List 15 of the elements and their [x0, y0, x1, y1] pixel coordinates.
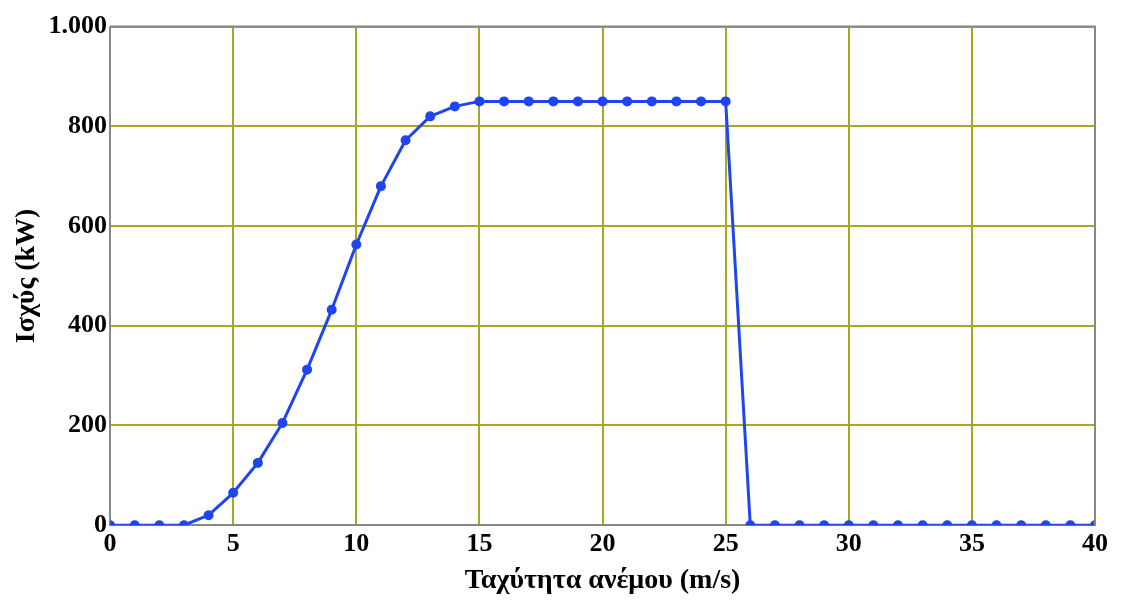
x-tick-label: 10: [343, 527, 370, 557]
x-tick-label: 35: [958, 527, 985, 557]
x-tick-label: 40: [1082, 527, 1108, 557]
x-tick-label: 15: [466, 527, 493, 557]
x-tick-label: 5: [226, 527, 240, 557]
y-tick-label: 400: [68, 309, 108, 339]
y-axis-title: Ισχύς (kW): [9, 208, 41, 344]
x-axis-title: Ταχύτητα ανέμου (m/s): [464, 563, 741, 595]
y-tick-label: 1.000: [48, 10, 108, 40]
x-tick-label: 30: [835, 527, 862, 557]
y-tick-label: 200: [68, 409, 108, 439]
y-tick-label: 600: [68, 209, 108, 239]
x-tick-label: 20: [589, 527, 616, 557]
y-tick-label: 800: [68, 110, 108, 140]
x-tick-label: 25: [712, 527, 739, 557]
